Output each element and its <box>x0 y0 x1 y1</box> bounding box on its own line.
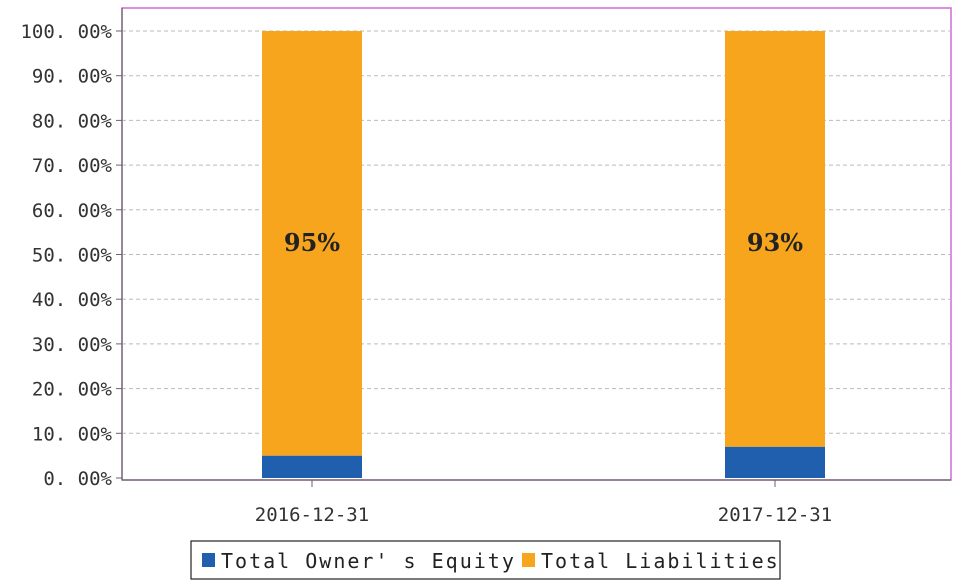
plot-border <box>121 7 952 481</box>
x-tick-label: 2017-12-31 <box>718 504 832 526</box>
y-tick-label: 50. 00% <box>32 245 113 267</box>
plot-area: 95% 93% <box>121 7 952 481</box>
y-tick-label: 30. 00% <box>32 334 113 356</box>
x-tick-label: 2016-12-31 <box>255 504 369 526</box>
legend-label-equity: Total Owner' s Equity <box>221 549 516 573</box>
bar-segment-liabilities <box>725 31 825 447</box>
bar-data-label: 95% <box>284 228 340 257</box>
legend-box <box>190 540 781 580</box>
y-tick-label: 100. 00% <box>20 21 112 43</box>
y-tick-label: 90. 00% <box>32 66 113 88</box>
data-labels: 95% 93% <box>284 228 803 257</box>
y-tick-label: 80. 00% <box>32 110 113 132</box>
bar-segment-equity <box>262 455 362 478</box>
y-tick-label: 70. 00% <box>32 155 113 177</box>
axes: 0. 00% 10. 00% 20. 00% 30. 00% 40. 00% 50. 00… <box>20 8 951 526</box>
grid-lines <box>122 30 951 434</box>
x-axis-ticks: 2016-12-31 2017-12-31 <box>255 480 832 526</box>
y-tick-label: 60. 00% <box>32 200 113 222</box>
bar-segment-equity <box>725 446 825 478</box>
legend-label-liabilities: Total Liabilities <box>541 549 780 573</box>
bar-segment-liabilities <box>262 31 362 456</box>
y-tick-label: 10. 00% <box>32 423 113 445</box>
bars <box>262 31 825 478</box>
legend: Total Owner' s Equity Total Liabilities <box>190 540 781 580</box>
legend-swatch-equity <box>202 553 215 567</box>
legend-swatch-liabilities <box>522 553 535 567</box>
y-tick-label: 20. 00% <box>32 379 113 401</box>
y-tick-label: 0. 00% <box>43 468 112 490</box>
y-tick-label: 40. 00% <box>32 289 113 311</box>
y-axis-ticks: 0. 00% 10. 00% 20. 00% 30. 00% 40. 00% 50. 00… <box>20 21 122 490</box>
bar-data-label: 93% <box>747 228 803 257</box>
